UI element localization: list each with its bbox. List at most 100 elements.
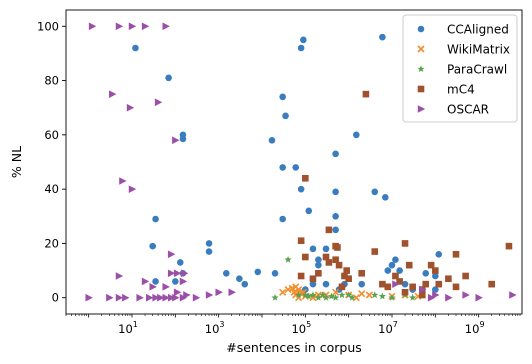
data-point [279, 164, 286, 171]
data-point [314, 293, 322, 301]
data-point [149, 242, 156, 250]
data-point [488, 280, 496, 288]
data-point [445, 275, 452, 283]
data-point [222, 269, 230, 277]
data-point [341, 272, 348, 280]
data-point [427, 293, 436, 302]
data-point [295, 294, 303, 302]
data-point [332, 150, 339, 158]
data-point [279, 288, 287, 296]
data-point [205, 291, 214, 299]
data-point [392, 272, 399, 280]
data-point [379, 280, 386, 288]
data-point [345, 291, 353, 299]
data-point [384, 283, 392, 291]
data-point [152, 278, 159, 285]
data-point [379, 33, 386, 41]
data-point [462, 272, 469, 280]
data-point [325, 226, 333, 234]
x-axis-label: #sentences in corpus [226, 340, 362, 355]
legend-marker [417, 45, 425, 53]
legend-label: mC4 [447, 83, 475, 97]
data-point [282, 112, 289, 120]
data-point [445, 293, 453, 302]
data-point [88, 22, 97, 31]
data-point [348, 293, 356, 301]
data-point [322, 245, 330, 253]
data-point [241, 280, 249, 288]
data-point [322, 280, 330, 288]
legend-label: OSCAR [447, 103, 489, 117]
y-tick-label: 60 [44, 128, 59, 142]
data-point [332, 188, 339, 196]
data-point [318, 291, 327, 299]
data-point [162, 293, 170, 302]
data-point [401, 288, 409, 296]
data-point [475, 293, 483, 302]
data-point [109, 90, 117, 98]
data-point [284, 255, 292, 263]
data-point [432, 272, 439, 280]
data-point [136, 293, 144, 302]
data-point [352, 294, 360, 302]
data-point [301, 291, 309, 299]
data-point [381, 193, 389, 201]
legend-entry-wikimatrix: WikiMatrix [417, 43, 510, 57]
data-point [358, 290, 366, 298]
data-point [332, 226, 339, 234]
data-point [371, 291, 379, 299]
data-point [315, 261, 322, 269]
data-point [167, 269, 176, 278]
legend-marker [417, 85, 425, 93]
data-point [315, 269, 322, 277]
data-point [297, 44, 305, 52]
data-point [432, 267, 439, 274]
data-point [268, 136, 276, 144]
data-point [396, 267, 403, 274]
data-point [152, 215, 159, 223]
data-point [279, 215, 286, 223]
data-point [332, 293, 340, 301]
data-point [115, 272, 124, 280]
data-point [332, 212, 339, 220]
data-point [452, 250, 460, 258]
data-point [418, 291, 426, 299]
data-point [422, 269, 430, 277]
data-point [297, 185, 305, 193]
x-tick-label: 105 [291, 320, 311, 336]
data-point [358, 280, 366, 288]
legend-box [402, 14, 518, 123]
series-paracrawl [271, 255, 417, 301]
data-point [176, 259, 184, 266]
data-point [388, 261, 396, 269]
series-oscar [85, 22, 517, 302]
data-point [179, 293, 188, 302]
data-point [179, 277, 188, 286]
data-point [335, 261, 343, 269]
axes: 0 20 40 60 80 100 101 103 105 107 109 [37, 19, 521, 336]
data-point [365, 291, 373, 299]
data-point [352, 131, 360, 139]
data-point [157, 293, 165, 302]
data-point [85, 293, 93, 302]
data-point [297, 237, 305, 245]
legend-entry-mc4: mC4 [417, 83, 475, 97]
data-point [392, 280, 400, 288]
data-point [162, 283, 170, 291]
data-point [396, 278, 403, 285]
data-point [162, 22, 170, 31]
data-point [119, 177, 127, 185]
y-tick-label: 80 [44, 74, 59, 88]
data-point [505, 242, 513, 250]
data-point [315, 256, 322, 264]
y-tick-label: 100 [37, 19, 59, 33]
y-axis-label: % NL [9, 146, 24, 178]
data-point [388, 293, 396, 301]
data-point [338, 283, 346, 291]
data-point [149, 283, 157, 291]
plot-frame [65, 9, 523, 315]
data-point [180, 269, 189, 278]
data-point [362, 90, 370, 98]
legend-marker [417, 25, 425, 33]
